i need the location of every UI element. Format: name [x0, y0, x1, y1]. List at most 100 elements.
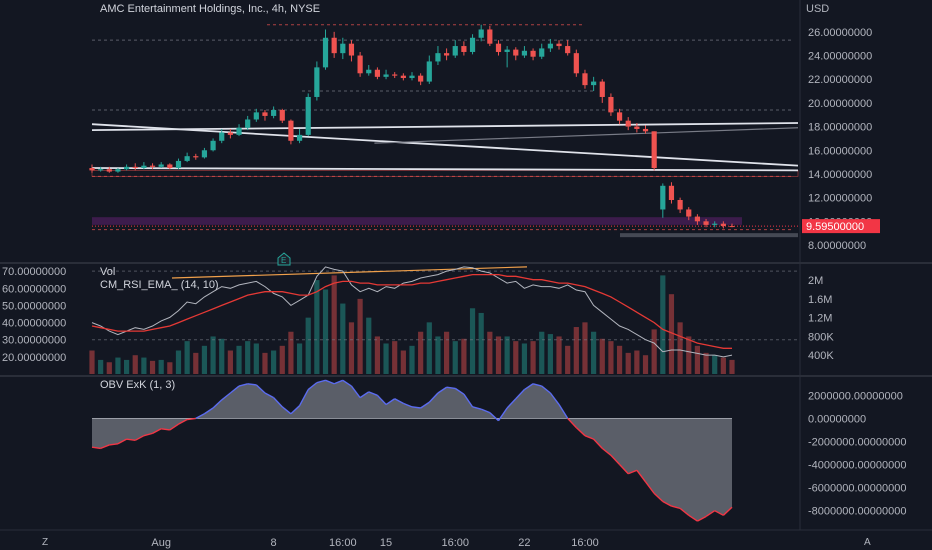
- volume-bar: [98, 359, 104, 374]
- volume-bar: [245, 341, 251, 374]
- candle-body: [262, 112, 268, 116]
- obv-area: [91, 379, 733, 522]
- candle-body: [478, 29, 484, 38]
- obv-line-segment: [91, 446, 101, 450]
- auto-scale-icon[interactable]: A: [864, 537, 871, 548]
- obv-tick-label: -6000000.00000000: [808, 483, 906, 495]
- candle-body: [686, 209, 692, 217]
- candle-body: [271, 110, 277, 116]
- obv-line-segment: [333, 379, 344, 385]
- rsi-trendline[interactable]: [171, 266, 528, 279]
- volume-bar: [616, 345, 623, 374]
- volume-bar: [227, 350, 233, 374]
- volume-bar: [435, 336, 441, 374]
- obv-line-segment: [264, 392, 274, 399]
- time-axis[interactable]: Aug 8 16:00 15 16:00 22 16:00: [151, 537, 598, 549]
- obv-line-segment: [143, 432, 153, 437]
- volume-axis[interactable]: 2M 1.6M 1.2M 800K 400K: [808, 275, 834, 362]
- price-tick-label: 12.00000000: [808, 193, 872, 205]
- volume-bar: [677, 322, 683, 374]
- candle-body: [720, 223, 726, 227]
- obv-line-segment: [567, 417, 577, 429]
- candle-body: [461, 46, 467, 52]
- rsi-title: CM_RSI_EMA_ (14, 10): [100, 279, 219, 291]
- trendline[interactable]: [91, 122, 799, 132]
- candle-body: [547, 43, 553, 49]
- obv-line-segment: [532, 383, 542, 387]
- volume-bar: [556, 336, 562, 374]
- volume-bar: [141, 357, 147, 374]
- volume-bar: [262, 352, 268, 374]
- obv-line-segment: [187, 417, 196, 421]
- volume-bar: [426, 322, 432, 374]
- obv-line-segment: [584, 435, 594, 440]
- candle-body: [331, 37, 337, 54]
- obv-line-segment: [420, 401, 430, 409]
- obv-line-segment: [350, 385, 361, 399]
- candle-body: [322, 37, 329, 68]
- volume-bar: [452, 341, 458, 374]
- volume-bar: [720, 357, 726, 374]
- candle-body: [591, 81, 597, 86]
- last-price-tag: 9.59500000: [802, 219, 880, 234]
- obv-line-segment: [342, 379, 352, 387]
- obv-line-segment: [109, 443, 119, 446]
- obv-line-segment: [575, 427, 586, 437]
- obv-line-segment: [298, 389, 309, 407]
- volume-bar: [383, 343, 389, 374]
- trendline[interactable]: [91, 123, 799, 167]
- obv-title: OBV ExK (1, 3): [100, 379, 175, 391]
- earnings-badge[interactable]: E: [277, 252, 291, 266]
- price-tick-label: 8.00000000: [808, 240, 866, 252]
- obv-line-segment: [463, 393, 474, 408]
- volume-bar: [210, 336, 216, 374]
- zoom-icon[interactable]: Z: [42, 537, 48, 548]
- trendline[interactable]: [374, 127, 799, 144]
- time-tick-label: 8: [271, 537, 277, 549]
- candle-body: [616, 112, 623, 121]
- rsi-axis[interactable]: 70.00000000 60.00000000 50.00000000 40.0000…: [2, 266, 66, 364]
- rsi-line: [91, 266, 733, 358]
- candle-body: [115, 169, 121, 172]
- obv-line-segment: [195, 413, 205, 420]
- rsi-tick-label: 30.00000000: [2, 335, 66, 347]
- obv-line-segment: [722, 506, 733, 516]
- time-tick-label: 16:00: [571, 537, 599, 549]
- volume-bar: [219, 338, 225, 374]
- obv-line-segment: [316, 379, 326, 384]
- time-tick-label: 22: [518, 537, 530, 549]
- volume-bar: [132, 355, 138, 374]
- candle-body: [314, 67, 320, 97]
- volume-bar: [366, 317, 372, 374]
- volume-bar: [193, 352, 199, 374]
- candle-body: [288, 120, 294, 141]
- volume-bar: [660, 275, 666, 374]
- obv-line-segment: [644, 481, 655, 494]
- volume-bar: [158, 359, 164, 374]
- demand-zone-box: [620, 233, 798, 238]
- candle-body: [357, 55, 363, 74]
- trendline[interactable]: [91, 167, 799, 172]
- candle-body: [227, 132, 233, 135]
- volume-bar: [487, 331, 493, 374]
- volume-bar: [521, 343, 528, 374]
- obv-tick-label: -4000000.00000000: [808, 460, 906, 472]
- obv-line-segment: [134, 435, 145, 441]
- candle-body: [149, 165, 156, 167]
- candle-body: [210, 140, 216, 151]
- volume-bar: [686, 336, 692, 374]
- candle-body: [504, 49, 510, 52]
- obv-axis[interactable]: 2000000.00000000 0.00000000 -2000000.00000…: [808, 390, 906, 517]
- rsi-ema-line: [91, 273, 732, 349]
- candle-body: [348, 43, 355, 56]
- obv-line-segment: [178, 418, 188, 425]
- volume-bar: [331, 275, 337, 374]
- candle-body: [201, 150, 208, 158]
- obv-line-segment: [627, 469, 638, 475]
- candle-body: [392, 74, 398, 76]
- obv-line-segment: [593, 438, 603, 449]
- volume-bar: [634, 350, 640, 374]
- rsi-tick-label: 70.00000000: [2, 266, 66, 278]
- candle-body: [366, 69, 372, 74]
- candle-body: [651, 131, 657, 169]
